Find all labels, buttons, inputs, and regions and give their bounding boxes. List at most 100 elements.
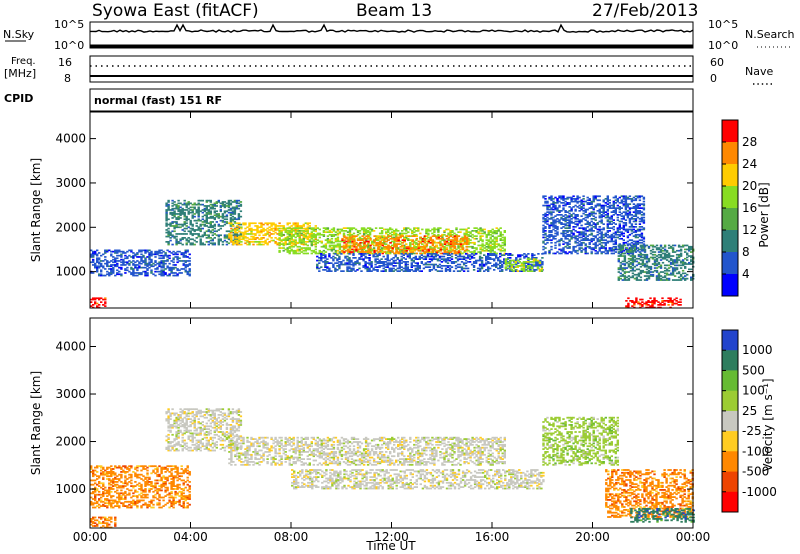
power-cell [146,249,149,252]
power-cell [348,241,352,244]
power-cell [566,235,569,237]
power-cell [519,258,522,260]
power-cell [471,247,474,249]
power-cell [429,245,432,248]
power-cell [398,259,401,262]
power-cell [195,203,198,206]
power-cell [588,230,591,232]
power-cell [354,270,357,272]
power-cell [100,260,103,262]
power-cell [110,273,113,276]
power-cell [432,258,436,260]
power-cell [552,220,555,223]
power-cell [596,223,599,225]
power-cell [353,240,356,243]
power-cell [346,255,349,258]
power-cell [244,230,247,233]
power-cell [397,240,400,243]
power-cell [645,277,649,280]
power-cell [171,243,174,246]
power-cell [302,243,305,246]
power-cell [379,243,382,245]
power-cell [378,259,381,262]
power-cell [574,251,577,253]
power-cell [348,249,352,252]
power-cell [451,230,454,232]
power-cell [376,235,380,237]
power-cell [570,251,573,253]
power-cell [594,206,597,208]
power-cell [631,261,635,264]
power-cell [423,244,427,247]
power-cell [621,268,624,271]
power-cell [370,240,374,243]
power-cell [633,244,637,247]
power-cell [419,241,422,244]
power-cell [594,243,597,245]
power-cell [304,247,307,249]
power-cell [572,222,575,224]
nsky-top-tick: 10^5 [54,18,84,31]
power-cell [106,250,109,253]
power-cell [469,251,472,253]
power-cell [380,235,384,237]
power-cell [237,205,241,207]
power-cell [580,227,583,229]
power-cell [284,248,287,251]
power-cell [600,216,603,219]
power-cell [354,257,357,259]
power-cell [462,255,466,258]
power-cell [378,227,382,229]
power-cell [552,237,555,240]
power-cell [423,251,427,253]
power-cell [183,233,186,235]
power-cell [642,212,646,215]
power-cell [631,267,635,269]
power-cell [461,248,465,251]
power-cell [620,202,623,204]
power-cell [246,239,249,242]
power-cell [638,210,642,212]
power-cell [619,253,622,256]
power-cell [415,241,418,244]
power-cell [632,196,636,199]
power-cell [409,245,412,248]
power-cell [381,237,384,240]
power-cell [582,232,585,235]
power-cell [618,224,621,227]
power-cell [298,240,301,243]
power-cell [102,274,105,277]
power-cell [308,222,311,225]
power-cell [431,235,435,237]
power-cell [211,225,214,227]
power-cell [645,244,649,247]
power-cell [568,215,571,217]
power-cell [401,249,404,252]
power-cell [622,224,625,227]
power-cell [507,261,510,263]
power-cell [197,202,200,205]
power-cell [602,236,605,239]
power-cell [540,270,544,272]
power-cell [610,237,613,240]
cpid-label: CPID [4,92,33,105]
power-cell [150,261,153,264]
power-cell [394,262,397,264]
power-cell [436,259,440,262]
power-cell [614,210,617,212]
power-cell [485,239,488,241]
power-cell [189,209,192,211]
power-cell [336,269,339,271]
power-cell [425,245,428,248]
nsky-bottom-tick: 10^0 [54,39,84,52]
power-cell [361,239,364,241]
power-cell [364,263,367,266]
power-cell [431,232,434,235]
power-cell [306,244,309,247]
power-cell [627,264,631,267]
power-cell [472,265,476,267]
power-cell [495,245,498,248]
power-cell [201,203,204,206]
power-cell [312,234,315,237]
power-cell [278,241,281,244]
